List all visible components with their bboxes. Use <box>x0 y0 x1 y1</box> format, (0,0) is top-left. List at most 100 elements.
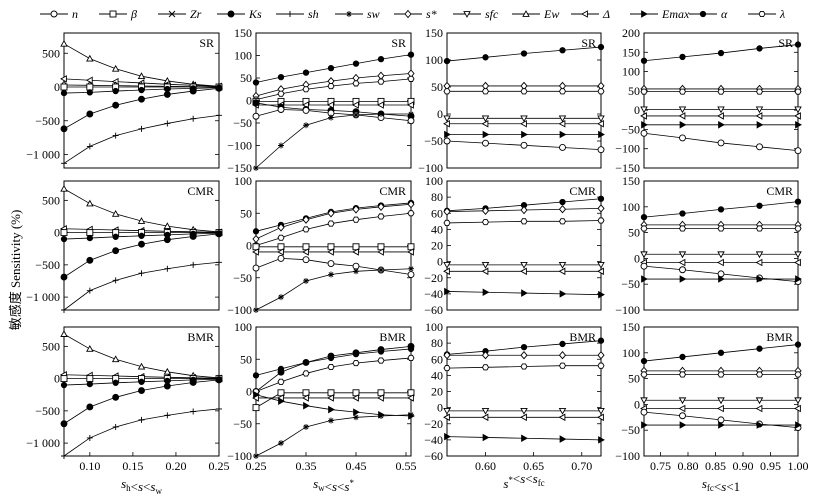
data-point <box>678 112 686 120</box>
data-point <box>794 258 801 267</box>
data-point <box>278 142 284 149</box>
series-sstar <box>443 351 605 360</box>
y-tick-label: 100 <box>234 174 252 188</box>
data-point <box>678 251 687 259</box>
data-point <box>327 363 335 371</box>
data-point <box>353 268 359 275</box>
data-point <box>327 64 335 72</box>
data-point <box>327 220 335 227</box>
data-point <box>302 215 310 224</box>
series-ks <box>60 230 223 281</box>
data-point <box>444 432 451 441</box>
data-point <box>794 147 802 155</box>
data-point <box>277 365 285 373</box>
data-point <box>164 265 171 272</box>
series-lambda <box>640 371 802 378</box>
data-point <box>164 412 171 419</box>
data-point <box>679 134 686 142</box>
data-point <box>679 210 686 217</box>
legend-item-beta: β <box>99 7 137 21</box>
series-emax <box>641 421 802 429</box>
data-point <box>112 87 119 95</box>
x-tick-label: 0.35 <box>296 459 317 473</box>
data-point <box>352 350 360 358</box>
data-point <box>407 101 414 109</box>
series-sfc <box>640 106 802 114</box>
series-sstar <box>252 200 415 244</box>
data-point <box>520 119 527 128</box>
data-point <box>408 265 414 272</box>
y-tick-label: −500 <box>35 114 60 128</box>
data-point <box>597 413 604 422</box>
data-point <box>481 119 489 128</box>
data-point <box>216 405 222 412</box>
y-tick-label: −50 <box>621 122 640 136</box>
series-line <box>63 114 220 164</box>
series-delta <box>252 101 414 109</box>
data-point <box>86 199 94 207</box>
data-point <box>679 353 686 361</box>
data-point <box>277 223 285 232</box>
data-point <box>86 287 93 294</box>
data-point <box>303 122 309 129</box>
y-tick-label: −60 <box>424 303 443 317</box>
legend-label: sw <box>367 7 380 21</box>
legend-item-alpha: α <box>689 7 728 21</box>
series-sfc <box>443 115 605 123</box>
data-point <box>558 115 567 123</box>
data-point <box>641 121 648 129</box>
x-tick-label: 0.20 <box>165 459 186 473</box>
data-point <box>717 49 725 57</box>
series-n <box>640 129 802 155</box>
data-point <box>794 404 801 413</box>
legend-marker <box>581 10 588 18</box>
data-point <box>112 423 119 430</box>
data-point <box>640 213 648 221</box>
series-alpha <box>252 345 415 379</box>
data-point <box>443 351 451 360</box>
data-point <box>138 416 145 423</box>
x-tick-label: 0.85 <box>705 459 726 473</box>
y-tick-label: 0 <box>634 397 640 411</box>
legend-label: s* <box>426 7 437 21</box>
data-point <box>215 376 223 384</box>
legend-marker <box>50 10 58 18</box>
data-point <box>559 290 567 298</box>
series-delta <box>443 413 604 422</box>
y-tick-label: −100 <box>227 139 252 153</box>
y-tick-label: 100 <box>425 320 443 334</box>
series-emax <box>641 275 802 283</box>
y-tick-label: 150 <box>425 26 443 40</box>
data-point <box>520 363 528 370</box>
data-point <box>61 160 67 167</box>
panel-bmr-1: 500 0 −500 −1 000 0.10 0.15 0.20 0.25 BMR <box>26 326 230 473</box>
data-point <box>252 234 260 244</box>
data-point <box>640 106 648 114</box>
y-tick-label: 0 <box>246 385 252 399</box>
y-tick-label: 40 <box>431 368 443 382</box>
legend-label: Ew <box>543 7 559 21</box>
y-tick-label: −40 <box>424 433 443 447</box>
plot-frame <box>63 180 220 311</box>
y-tick-label: 200 <box>622 26 640 40</box>
series-line <box>63 408 220 457</box>
data-point <box>794 371 802 378</box>
panel-sr-1: 500 0 −500 −1 000 SR <box>26 32 223 169</box>
data-point <box>597 43 605 51</box>
series-alpha <box>443 337 605 358</box>
y-tick-label: −100 <box>418 161 443 175</box>
y-tick-label: 60 <box>431 352 443 366</box>
data-point <box>640 129 648 137</box>
data-point <box>756 143 763 151</box>
data-point <box>86 345 94 352</box>
x-tick-label: 0.45 <box>346 459 367 473</box>
data-point <box>520 262 528 269</box>
panel-label: BMR <box>379 330 406 344</box>
data-point <box>794 397 802 405</box>
data-point <box>302 106 310 114</box>
data-point <box>558 413 566 422</box>
y-tick-label: 20 <box>431 385 443 399</box>
data-point <box>111 209 120 217</box>
y-tick-label: −50 <box>233 271 252 285</box>
y-tick-label: 100 <box>622 200 640 214</box>
